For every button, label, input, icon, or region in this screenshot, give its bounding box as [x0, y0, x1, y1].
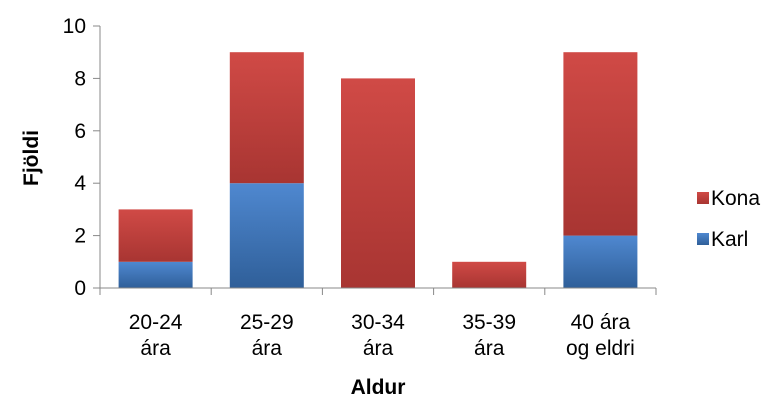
bar-karl-4	[563, 235, 638, 288]
bar-kona-1	[229, 52, 304, 184]
y-tick-label: 10	[63, 15, 86, 38]
x-tick-label: 30-34	[351, 311, 405, 334]
x-tick-label: ára	[474, 337, 505, 360]
x-tick-label: 40 ára	[571, 311, 631, 334]
legend-label-karl: Karl	[711, 228, 748, 251]
x-tick-label: ára	[252, 337, 283, 360]
x-tick-label: 20-24	[129, 311, 183, 334]
bar-karl-1	[229, 183, 304, 288]
legend-swatch-kona	[697, 192, 709, 204]
x-tick-label: ára	[363, 337, 394, 360]
bar-kona-0	[118, 209, 193, 262]
bar-kona-3	[452, 261, 527, 288]
y-tick-label: 4	[74, 172, 86, 195]
x-tick-label: ára	[140, 337, 171, 360]
y-tick-label: 8	[74, 67, 86, 90]
x-tick-label: og eldri	[566, 337, 635, 360]
y-axis-title: Fjöldi	[20, 130, 43, 186]
bar-karl-0	[118, 261, 193, 288]
legend: Kona Karl	[697, 187, 760, 251]
x-tick-label: 25-29	[240, 311, 294, 334]
y-tick-label: 6	[74, 120, 86, 143]
legend-swatch-karl	[697, 233, 709, 245]
x-tick-label: 35-39	[462, 311, 516, 334]
y-tick-label: 0	[74, 277, 86, 300]
y-tick-label: 2	[74, 225, 86, 248]
axes: 0 2 4 6 8 10 20-24 ára 25-29 ára 30-34 ára 35-39 ára 4…	[63, 15, 657, 360]
x-axis-title: Aldur	[351, 376, 406, 399]
bar-kona-4	[563, 52, 638, 236]
legend-label-kona: Kona	[711, 187, 760, 210]
bar-kona-2	[341, 78, 415, 289]
plot-area	[118, 52, 638, 289]
